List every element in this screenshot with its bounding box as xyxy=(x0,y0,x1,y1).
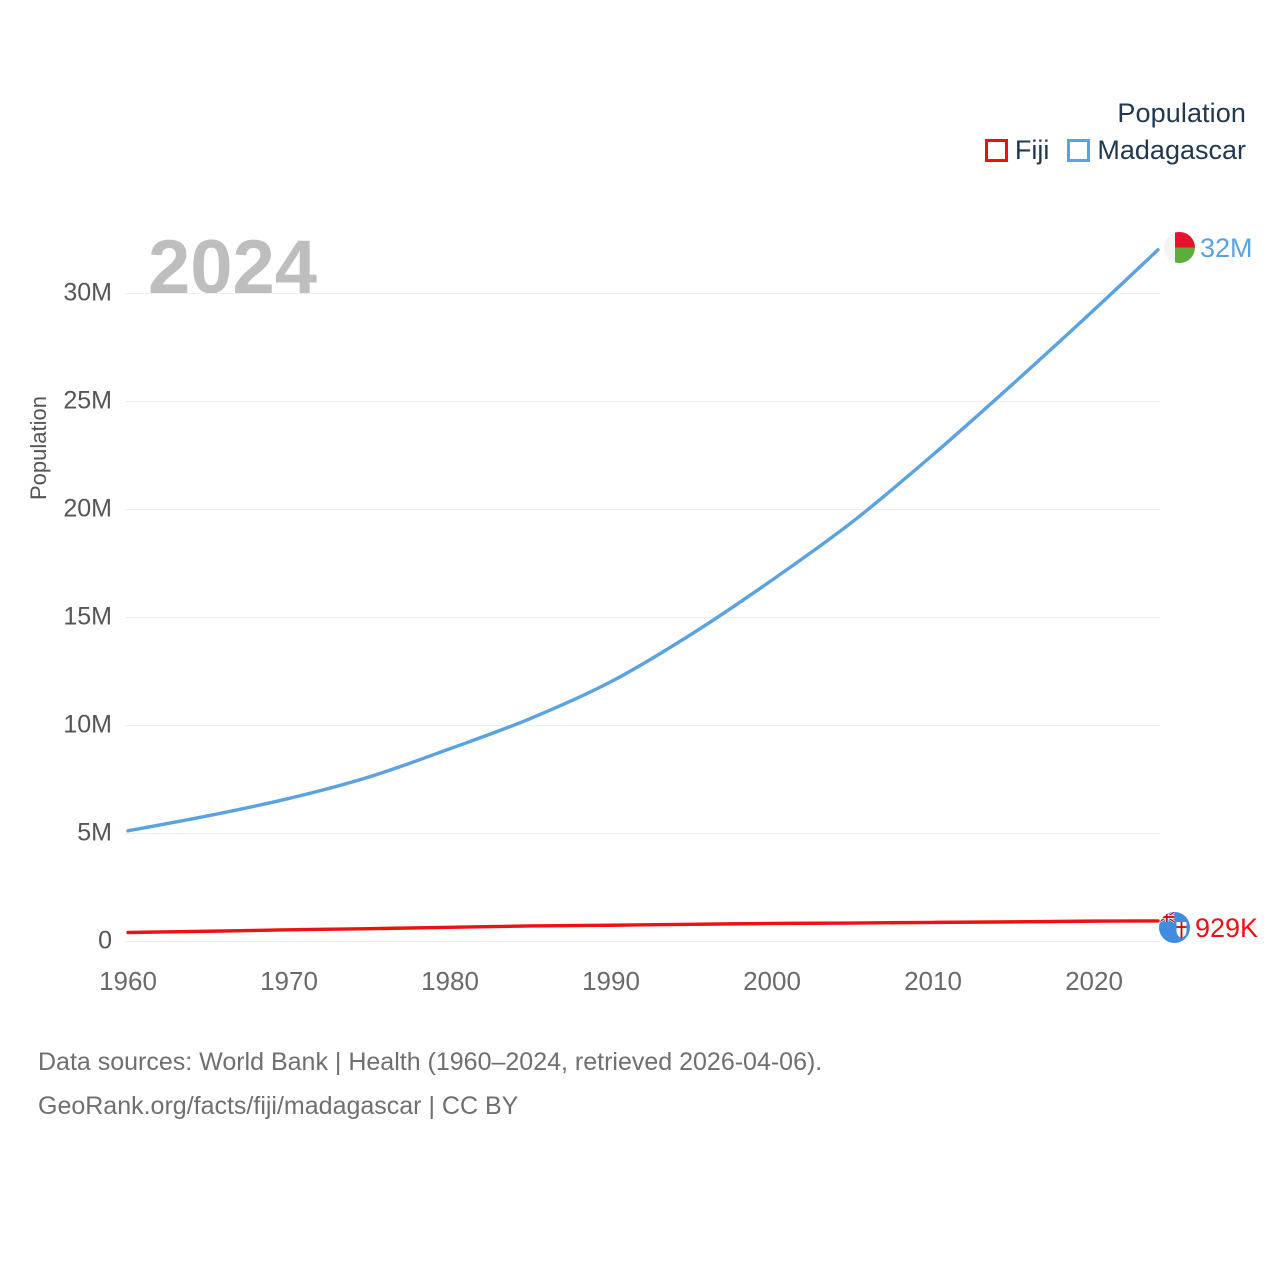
legend-swatch-madagascar-icon xyxy=(1067,138,1091,162)
x-tick-label-2000: 2000 xyxy=(743,966,801,996)
footer: Data sources: World Bank | Health (1960–… xyxy=(38,1040,822,1128)
gridline-5m xyxy=(125,833,1160,834)
endpoint-value-fiji: 929K xyxy=(1195,912,1259,943)
y-tick-label-25m: 25M xyxy=(63,386,112,415)
x-tick-label-1970: 1970 xyxy=(260,966,318,996)
legend-label-madagascar: Madagascar xyxy=(1097,135,1246,165)
gridline-15m xyxy=(125,617,1160,618)
footer-line-attribution: GeoRank.org/facts/fiji/madagascar | CC B… xyxy=(38,1092,519,1120)
y-tick-label-20m: 20M xyxy=(63,494,112,523)
legend-label-fiji: Fiji xyxy=(1014,135,1050,165)
line-fiji xyxy=(126,919,1160,935)
legend: Population Fiji Madagascar xyxy=(984,96,1246,165)
gridline-25m xyxy=(125,401,1160,402)
endpoint-value-madagascar: 32M xyxy=(1200,232,1253,263)
y-tick-label-10m: 10M xyxy=(63,710,112,739)
x-tick-label-1980: 1980 xyxy=(421,966,479,996)
x-tick-label-2010: 2010 xyxy=(904,966,962,996)
x-tick-label-1960: 1960 xyxy=(99,966,157,996)
y-tick-label-15m: 15M xyxy=(63,602,112,631)
line-madagascar xyxy=(126,248,1160,833)
endpoint-madagascar: 32M xyxy=(1164,232,1253,263)
legend-swatch-fiji-icon xyxy=(984,138,1008,162)
footer-line-sources: Data sources: World Bank | Health (1960–… xyxy=(38,1048,823,1076)
y-tick-label-0: 0 xyxy=(98,926,112,955)
y-tick-label-5m: 5M xyxy=(77,818,112,847)
gridline-0 xyxy=(125,941,1160,942)
x-tick-label-1990: 1990 xyxy=(582,966,640,996)
x-tick-label-2020: 2020 xyxy=(1065,966,1123,996)
year-watermark: 2024 xyxy=(148,225,318,310)
gridline-20m xyxy=(125,509,1160,510)
madagascar-flag-icon xyxy=(1164,232,1195,263)
legend-item-madagascar[interactable]: Madagascar xyxy=(1067,136,1246,164)
y-tick-label-30m: 30M xyxy=(63,278,112,307)
legend-items: Fiji Madagascar xyxy=(984,135,1246,165)
gridline-10m xyxy=(125,725,1160,726)
legend-title: Population xyxy=(1117,98,1246,128)
legend-item-fiji[interactable]: Fiji xyxy=(984,135,1050,165)
gridline-30m xyxy=(125,293,1160,294)
endpoint-fiji: 929K xyxy=(1159,912,1258,943)
fiji-flag-icon xyxy=(1159,912,1190,943)
